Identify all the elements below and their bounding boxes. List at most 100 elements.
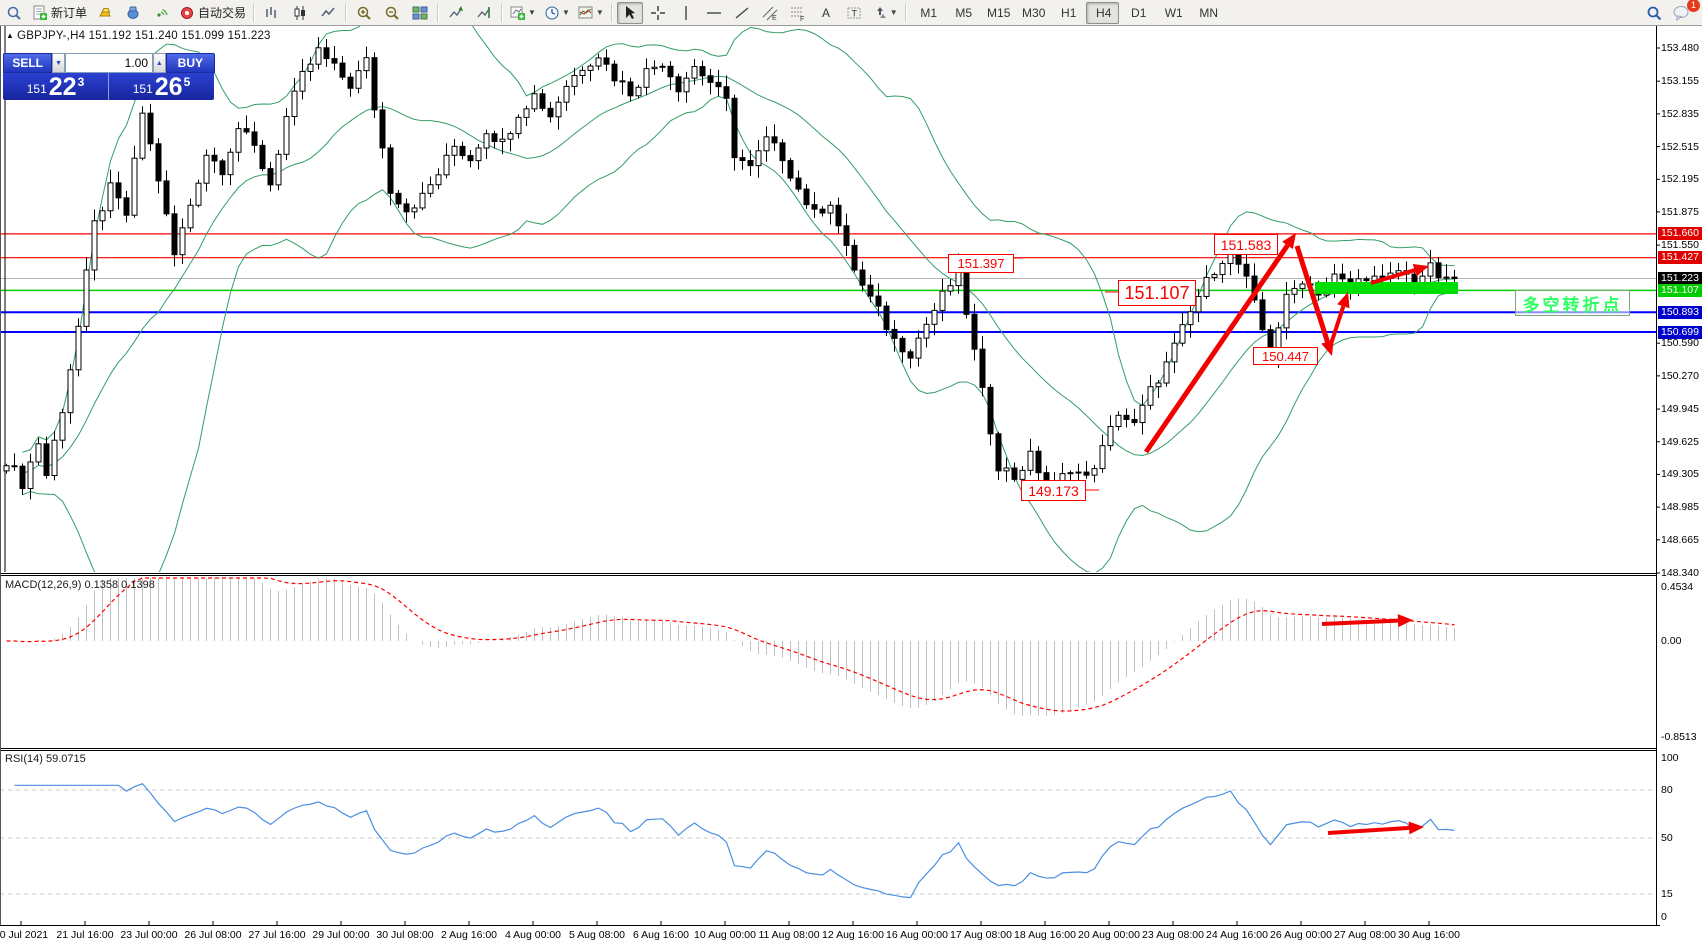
time-axis-label[interactable]: 24 Aug 16:00 bbox=[1206, 929, 1268, 941]
rsi-pane[interactable] bbox=[0, 783, 1656, 899]
time-axis-label[interactable]: 27 Jul 16:00 bbox=[248, 929, 306, 941]
buy-price[interactable]: 151 26 5 bbox=[109, 73, 214, 100]
label-button[interactable]: T bbox=[841, 2, 867, 24]
volume-increase-button[interactable]: ▲ bbox=[153, 53, 166, 73]
time-axis-label[interactable]: 27 Aug 08:00 bbox=[1334, 929, 1396, 941]
period-dropdown[interactable]: ▼ bbox=[541, 2, 573, 24]
time-axis-label[interactable]: 17 Aug 08:00 bbox=[950, 929, 1012, 941]
signals-icon[interactable] bbox=[148, 2, 174, 24]
time-axis-label[interactable]: 26 Aug 00:00 bbox=[1270, 929, 1332, 941]
candle-body bbox=[763, 136, 770, 152]
candle-body bbox=[219, 160, 226, 176]
chat-icon[interactable]: 1 bbox=[1669, 0, 1700, 24]
candle-body bbox=[315, 47, 322, 65]
tf-m1[interactable]: M1 bbox=[920, 5, 938, 20]
autotrading-button[interactable]: 自动交易 bbox=[176, 2, 249, 24]
candle-body bbox=[1179, 324, 1186, 344]
price-badge: 151.660 bbox=[1658, 227, 1702, 241]
time-axis-label[interactable]: 23 Jul 00:00 bbox=[120, 929, 178, 941]
channel-button[interactable]: E bbox=[757, 2, 783, 24]
time-axis-label[interactable]: 10 Aug 00:00 bbox=[694, 929, 756, 941]
one-click-prices: 151 22 3 151 26 5 bbox=[3, 73, 215, 100]
zoom-in-button[interactable] bbox=[351, 2, 377, 24]
candle-body bbox=[827, 204, 834, 214]
chart-shift-button[interactable] bbox=[471, 2, 497, 24]
new-order-button[interactable]: 新订单 bbox=[29, 2, 90, 24]
macd-pane[interactable] bbox=[6, 577, 1455, 717]
horizontal-line-button[interactable] bbox=[701, 2, 727, 24]
arrows-dropdown[interactable]: ▼ bbox=[869, 2, 901, 24]
candle-body bbox=[531, 93, 538, 110]
auto-scroll-button[interactable] bbox=[443, 2, 469, 24]
price-axis-label: 150.270 bbox=[1661, 369, 1699, 382]
text-button[interactable]: A bbox=[813, 2, 839, 24]
main-pane[interactable] bbox=[0, 4, 1656, 587]
search-icon[interactable] bbox=[1641, 2, 1667, 24]
tf-w1[interactable]: W1 bbox=[1164, 5, 1183, 20]
crosshair-button[interactable] bbox=[645, 2, 671, 24]
symbol-header[interactable]: ▲ GBPJPY-,H4 151.192 151.240 151.099 151.… bbox=[6, 30, 271, 42]
line-chart-button[interactable] bbox=[315, 2, 341, 24]
toolbar-separator bbox=[253, 3, 256, 22]
tf-m5[interactable]: M5 bbox=[955, 5, 973, 20]
time-axis-label[interactable]: 18 Aug 16:00 bbox=[1014, 929, 1076, 941]
volume-decrease-button[interactable]: ▼ bbox=[52, 53, 65, 73]
candle-body bbox=[1115, 414, 1122, 428]
cursor-button[interactable] bbox=[616, 1, 643, 24]
template-dropdown[interactable]: ▼ bbox=[575, 2, 607, 24]
candle-body bbox=[1155, 382, 1162, 388]
trend-arrow-shaft bbox=[1327, 305, 1346, 351]
sell-price[interactable]: 151 22 3 bbox=[3, 73, 109, 100]
time-axis-label[interactable]: 5 Aug 08:00 bbox=[568, 929, 626, 941]
trendline-button[interactable] bbox=[729, 2, 755, 24]
time-axis-label[interactable]: 11 Aug 08:00 bbox=[758, 929, 820, 941]
time-axis-label[interactable]: 30 Jul 08:00 bbox=[376, 929, 434, 941]
tf-h4[interactable]: H4 bbox=[1085, 1, 1119, 24]
time-axis-label[interactable]: 2 Aug 16:00 bbox=[440, 929, 498, 941]
tf-m15[interactable]: M15 bbox=[987, 5, 1011, 20]
tile-windows-button[interactable] bbox=[407, 2, 433, 24]
time-axis-label[interactable]: 6 Aug 16:00 bbox=[632, 929, 690, 941]
time-axis-label[interactable]: 12 Aug 16:00 bbox=[822, 929, 884, 941]
candle-body bbox=[419, 192, 426, 209]
tf-d1[interactable]: D1 bbox=[1131, 5, 1147, 20]
new-chart-dropdown[interactable]: ▼ bbox=[507, 2, 539, 24]
tf-mn[interactable]: MN bbox=[1199, 5, 1219, 20]
candle-body bbox=[811, 204, 818, 210]
tf-m30[interactable]: M30 bbox=[1022, 5, 1046, 20]
time-axis-label[interactable]: 4 Aug 00:00 bbox=[504, 929, 562, 941]
gold-icon[interactable] bbox=[92, 2, 118, 24]
time-axis-label[interactable]: 29 Jul 00:00 bbox=[312, 929, 370, 941]
buy-button[interactable]: BUY bbox=[165, 53, 215, 73]
bollinger-middle bbox=[22, 75, 1455, 474]
candle-body bbox=[283, 116, 290, 155]
time-axis-label[interactable]: 20 Aug 00:00 bbox=[1078, 929, 1140, 941]
time-axis-label[interactable]: 21 Jul 16:00 bbox=[56, 929, 114, 941]
candle-body bbox=[1259, 299, 1266, 331]
candle-body bbox=[235, 128, 242, 153]
candle-body bbox=[179, 227, 186, 256]
time-axis-label[interactable]: 26 Jul 08:00 bbox=[184, 929, 242, 941]
fibonacci-button[interactable]: F bbox=[785, 2, 811, 24]
vertical-line-button[interactable] bbox=[673, 2, 699, 24]
candle-body bbox=[987, 386, 994, 435]
bar-chart-button[interactable] bbox=[259, 2, 285, 24]
rsi-axis-label: 0 bbox=[1661, 911, 1667, 923]
collapse-icon[interactable]: ▲ bbox=[6, 31, 15, 40]
time-axis-label[interactable]: 30 Aug 16:00 bbox=[1398, 929, 1460, 941]
candlestick-button[interactable] bbox=[287, 2, 313, 24]
time-axis-label[interactable]: 16 Aug 00:00 bbox=[886, 929, 948, 941]
candle-body bbox=[1427, 262, 1434, 277]
volume-input[interactable] bbox=[65, 53, 153, 73]
candle-body bbox=[1099, 445, 1106, 470]
time-axis-label[interactable]: 20 Jul 2021 bbox=[0, 929, 49, 941]
sell-button[interactable]: SELL bbox=[3, 53, 53, 73]
mql-community-icon[interactable] bbox=[120, 2, 146, 24]
sell-price-point: 3 bbox=[77, 75, 85, 89]
partial-search-icon[interactable] bbox=[1, 2, 27, 24]
time-axis-label[interactable]: 23 Aug 08:00 bbox=[1142, 929, 1204, 941]
tf-h1[interactable]: H1 bbox=[1061, 5, 1077, 20]
candle-body bbox=[51, 439, 58, 477]
zoom-out-button[interactable] bbox=[379, 2, 405, 24]
